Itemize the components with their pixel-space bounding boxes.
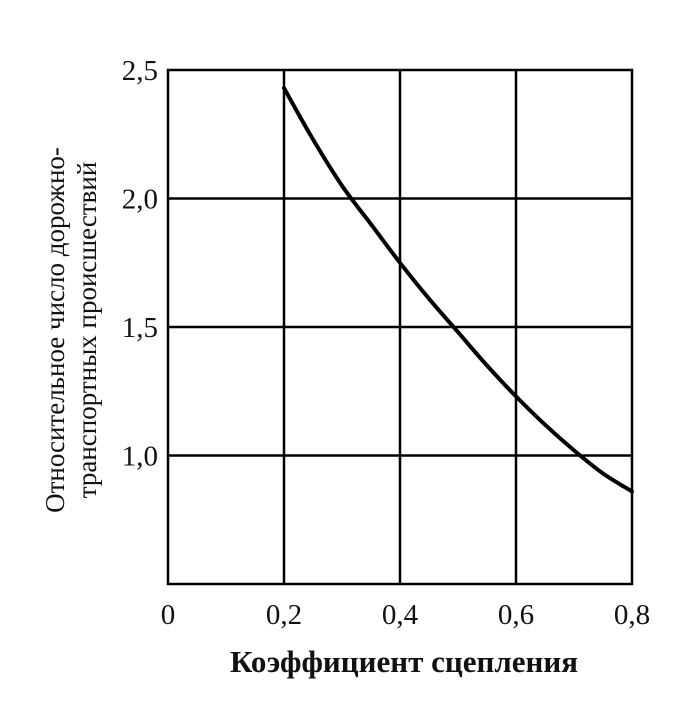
tick-labels: 0 0,2 0,4 0,6 0,8 1,0 1,5 2,0 2,5 xyxy=(122,55,650,631)
grid xyxy=(166,68,634,586)
y-tick-label-2: 2,0 xyxy=(122,184,158,216)
x-axis-label: Коэффициент сцепления xyxy=(230,644,578,679)
x-tick-label-3: 0,6 xyxy=(498,599,534,631)
y-tick-label-1: 1,5 xyxy=(122,312,158,344)
x-tick-label-4: 0,8 xyxy=(614,599,650,631)
x-tick-label-1: 0,2 xyxy=(266,599,302,631)
x-tick-label-0: 0 xyxy=(161,599,176,631)
x-tick-label-2: 0,4 xyxy=(382,599,419,631)
y-tick-label-0: 1,0 xyxy=(122,441,158,473)
y-axis-label-line-2: транспортных происшествий xyxy=(72,162,102,499)
y-axis-label-line-1: Относительное число дорожно- xyxy=(40,147,70,513)
data-line xyxy=(282,86,634,494)
y-tick-label-3: 2,5 xyxy=(122,55,158,87)
y-axis-label: Относительное число дорожно- транспортны… xyxy=(40,147,102,513)
